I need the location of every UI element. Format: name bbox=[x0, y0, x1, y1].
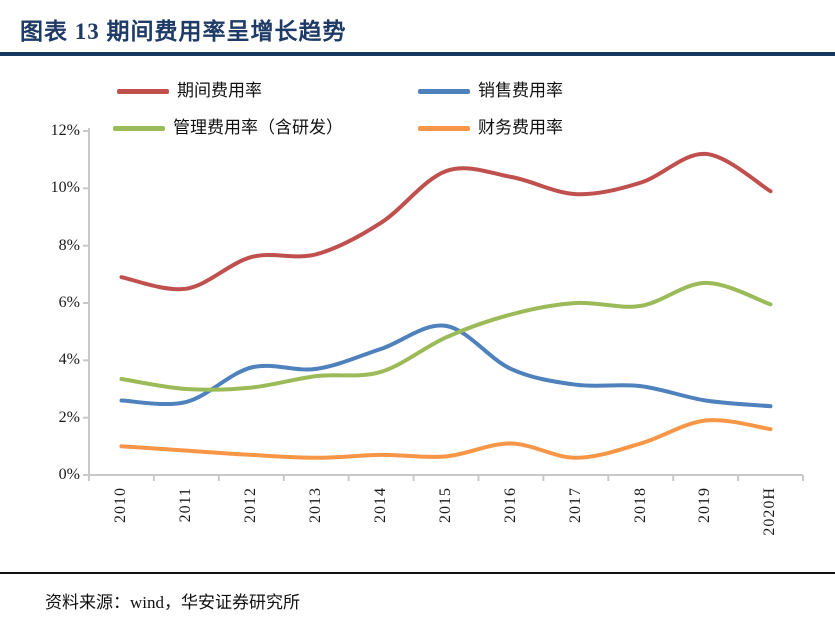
legend-line-icon bbox=[117, 88, 169, 94]
legend-item-finance: 财务费用率 bbox=[418, 118, 563, 138]
y-axis-tick-label: 12% bbox=[50, 122, 80, 139]
y-axis-tick-label: 8% bbox=[58, 237, 80, 254]
y-axis-tick-label: 2% bbox=[58, 409, 80, 426]
legend-line-icon bbox=[113, 125, 165, 131]
legend-line-icon bbox=[418, 88, 470, 94]
source-note: 资料来源：wind，华安证券研究所 bbox=[45, 593, 300, 612]
legend-item-period: 期间费用率 bbox=[117, 81, 262, 101]
source-divider bbox=[0, 572, 835, 574]
series-line-1 bbox=[119, 323, 773, 409]
legend-item-admin: 管理费用率（含研发） bbox=[113, 118, 343, 138]
series-line-0 bbox=[119, 151, 773, 292]
legend-label: 财务费用率 bbox=[478, 118, 563, 137]
legend-item-sales: 销售费用率 bbox=[418, 81, 563, 101]
y-axis-tick-label: 0% bbox=[58, 466, 80, 483]
series-line-3 bbox=[119, 418, 773, 460]
y-axis-tick-label: 4% bbox=[58, 351, 80, 368]
y-axis-tick-label: 10% bbox=[50, 179, 80, 196]
legend-label: 期间费用率 bbox=[177, 81, 262, 100]
legend-label: 管理费用率（含研发） bbox=[173, 118, 343, 137]
series-line-2 bbox=[119, 280, 773, 392]
page-title: 图表 13 期间费用率呈增长趋势 bbox=[20, 19, 347, 44]
legend-label: 销售费用率 bbox=[478, 81, 563, 100]
y-axis-tick-label: 6% bbox=[58, 294, 80, 311]
legend-line-icon bbox=[418, 125, 470, 131]
title-divider bbox=[0, 52, 835, 56]
